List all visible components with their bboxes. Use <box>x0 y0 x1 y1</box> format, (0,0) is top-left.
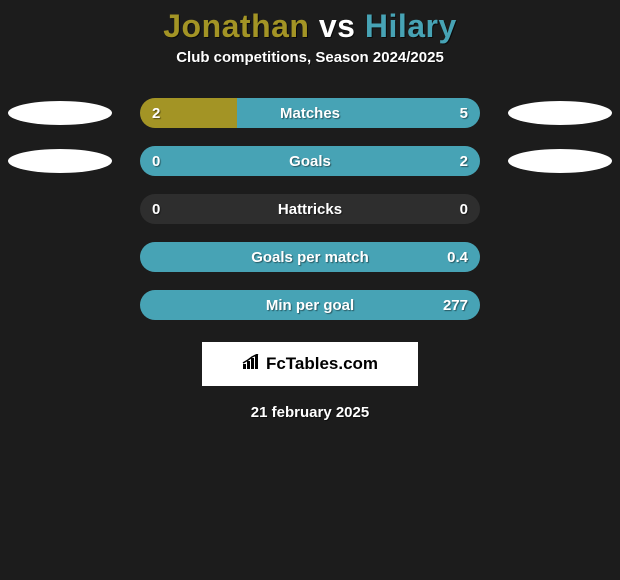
subtitle: Club competitions, Season 2024/2025 <box>0 49 620 66</box>
bar-track: Hattricks0 0 <box>140 194 480 224</box>
player2-name: Hilary <box>365 8 457 44</box>
stat-row: Goals per match0.4 <box>0 242 620 272</box>
stat-rows: Matches25 Goals02 Hattricks0 0 Goals per mat… <box>0 98 620 320</box>
bar-fill-right <box>140 290 480 320</box>
bar-fill-left <box>140 98 237 128</box>
bar-fill-right <box>140 146 480 176</box>
title: Jonathan vs Hilary <box>0 8 620 45</box>
stat-row: Min per goal277 <box>0 290 620 320</box>
stat-row: Matches25 <box>0 98 620 128</box>
stat-value-right: 0 <box>460 194 468 224</box>
stat-row: Goals02 <box>0 146 620 176</box>
bar-fill-right <box>140 242 480 272</box>
bar-track: Goals02 <box>140 146 480 176</box>
stat-row: Hattricks0 0 <box>0 194 620 224</box>
date: 21 february 2025 <box>0 404 620 421</box>
team-badge-left <box>8 149 112 173</box>
chart-icon <box>242 354 262 375</box>
logo: FcTables.com <box>242 354 378 375</box>
infographic-root: Jonathan vs Hilary Club competitions, Se… <box>0 0 620 421</box>
vs-text: vs <box>319 8 356 44</box>
logo-box: FcTables.com <box>202 342 418 386</box>
player1-name: Jonathan <box>163 8 309 44</box>
bar-track: Min per goal277 <box>140 290 480 320</box>
bar-track: Matches25 <box>140 98 480 128</box>
bar-fill-right <box>237 98 480 128</box>
team-badge-left <box>8 101 112 125</box>
stat-label: Hattricks <box>140 194 480 224</box>
bar-track: Goals per match0.4 <box>140 242 480 272</box>
stat-value-left: 0 <box>152 194 160 224</box>
team-badge-right <box>508 149 612 173</box>
team-badge-right <box>508 101 612 125</box>
logo-text: FcTables.com <box>266 354 378 374</box>
